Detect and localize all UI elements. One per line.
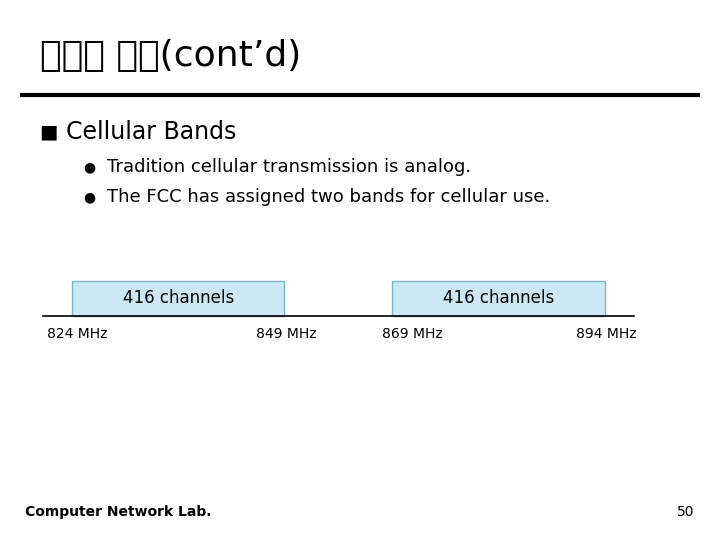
Text: 비유도 매체(cont’d): 비유도 매체(cont’d) [40,39,301,73]
Bar [392,281,605,316]
Text: Computer Network Lab.: Computer Network Lab. [25,505,212,519]
Text: 824 MHz: 824 MHz [47,327,107,341]
Text: The FCC has assigned two bands for cellular use.: The FCC has assigned two bands for cellu… [107,188,550,206]
Text: 894 MHz: 894 MHz [576,327,636,341]
Text: Cellular Bands: Cellular Bands [66,120,237,144]
Text: ●: ● [83,190,95,204]
Text: ●: ● [83,160,95,174]
Bar [72,281,284,316]
Text: 849 MHz: 849 MHz [256,327,316,341]
Text: 416 channels: 416 channels [443,289,554,307]
Text: 869 MHz: 869 MHz [382,327,442,341]
Text: 416 channels: 416 channels [122,289,234,307]
Text: 50: 50 [678,505,695,519]
Text: Tradition cellular transmission is analog.: Tradition cellular transmission is analo… [107,158,471,177]
Text: ■: ■ [40,123,58,142]
